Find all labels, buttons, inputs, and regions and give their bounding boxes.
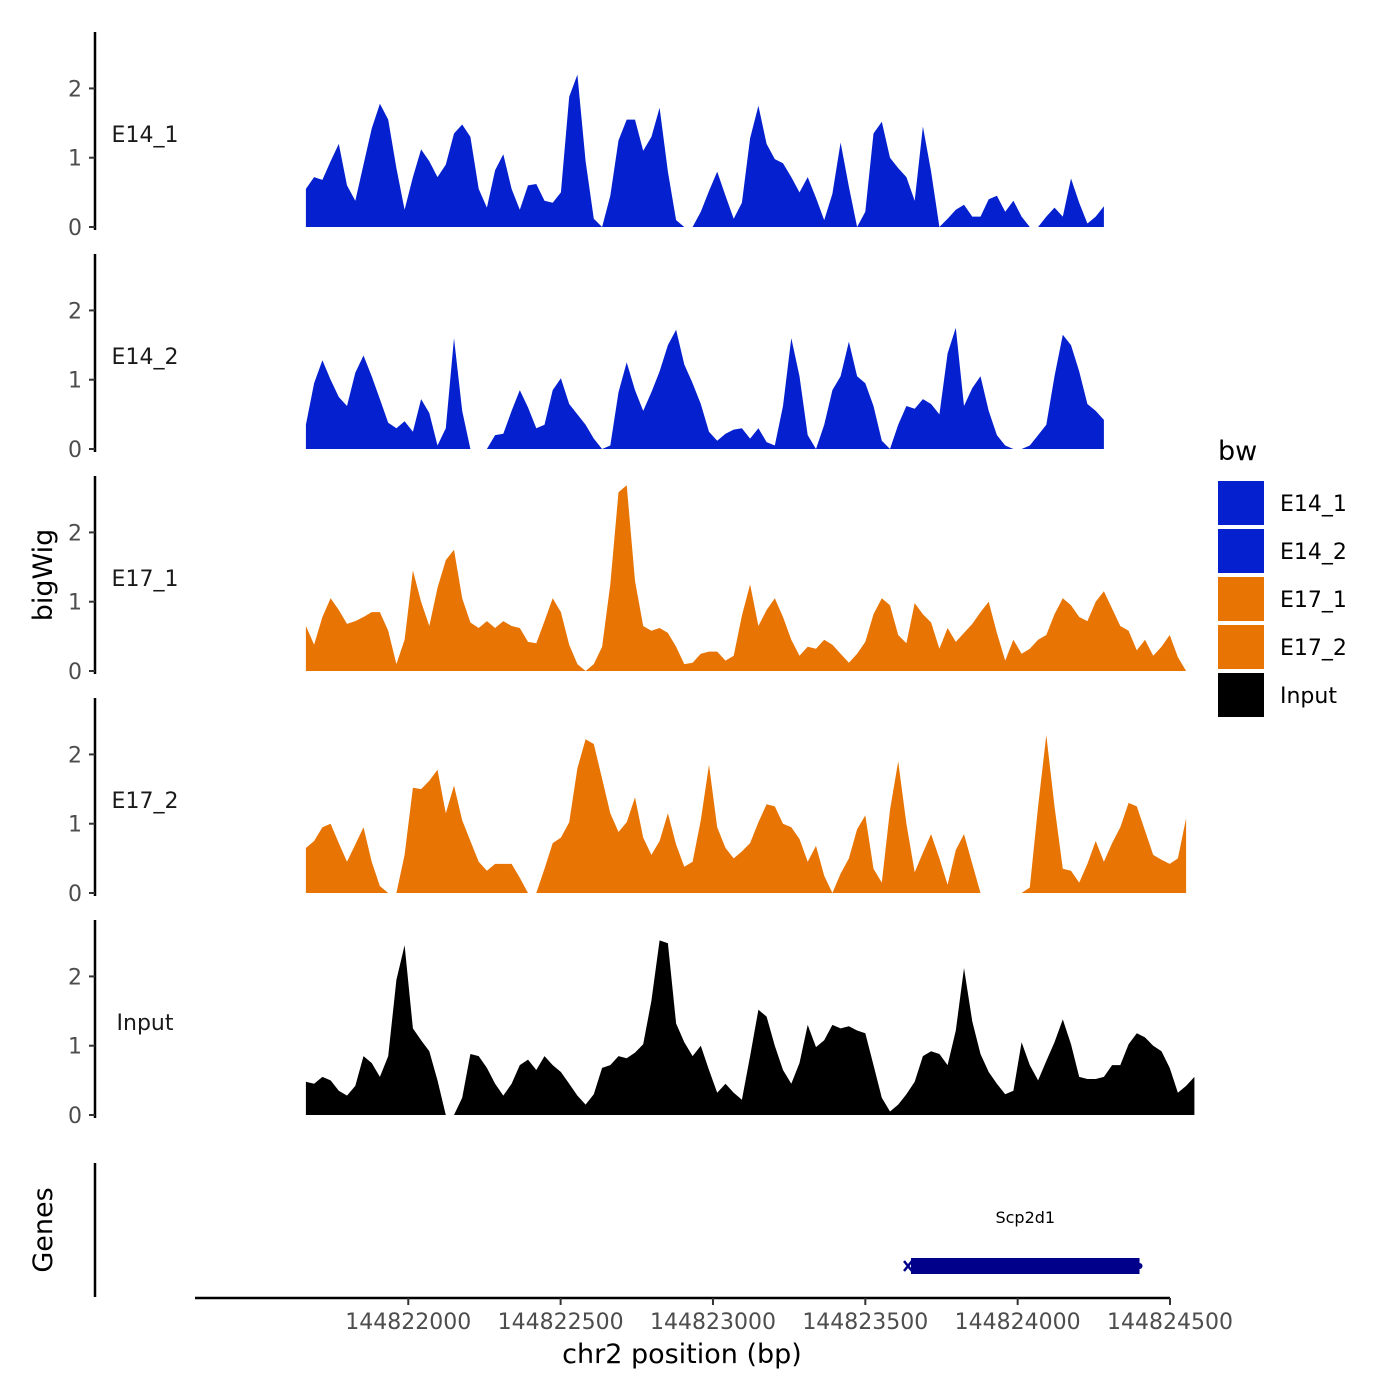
legend-label-E14_1: E14_1 (1280, 492, 1347, 517)
signal-area-E14_1 (305, 74, 1104, 227)
legend-title: bw (1218, 436, 1257, 467)
y-tick-label-Input-1: 1 (68, 1035, 82, 1060)
y-axis-title: bigWig (28, 529, 59, 622)
legend-entry-E17_1: E17_1 (1218, 577, 1347, 621)
y-tick-label-E17_1-1: 1 (68, 591, 82, 616)
legend-entries: E14_1 E14_2 E17_1 E17_2 Input (1218, 481, 1347, 717)
y-tick-label-E17_2-1: 1 (68, 813, 82, 838)
track-label-E17_2: E17_2 (112, 789, 179, 814)
track-E14_2: 0 1 2 E14_2 (68, 254, 1104, 463)
y-tick-label-E17_2-2: 2 (68, 743, 82, 768)
genes-track-panel: Genes Scp2d1 (28, 1163, 1143, 1297)
x-tick-label-144823500: 144823500 (802, 1310, 928, 1335)
y-tick-label-Input-0: 0 (68, 1104, 82, 1129)
legend-swatch-E17_1 (1218, 577, 1264, 621)
y-tick-label-E14_2-1: 1 (68, 369, 82, 394)
legend: bw E14_1 E14_2 E17_1 E17_2 Input (1218, 436, 1347, 717)
track-label-Input: Input (117, 1011, 174, 1036)
legend-swatch-E14_2 (1218, 529, 1264, 573)
legend-entry-E14_1: E14_1 (1218, 481, 1347, 525)
track-E17_2: 0 1 2 E17_2 (68, 698, 1187, 907)
track-E17_1: 0 1 2 E17_1 (68, 476, 1187, 685)
legend-swatch-E17_2 (1218, 625, 1264, 669)
gene-body-Scp2d1 (911, 1258, 1140, 1274)
y-tick-label-E17_1-2: 2 (68, 521, 82, 546)
gene-strand-marker-Scp2d1 (903, 1260, 913, 1272)
signal-area-E17_2 (305, 735, 1187, 893)
track-Input: 0 1 2 Input (68, 920, 1195, 1129)
gene-end-marker-Scp2d1 (1136, 1263, 1143, 1269)
y-tick-label-E17_1-0: 0 (68, 660, 82, 685)
signal-area-Input (305, 940, 1195, 1115)
legend-entry-E17_2: E17_2 (1218, 625, 1347, 669)
signal-area-E14_2 (305, 327, 1104, 449)
track-label-E17_1: E17_1 (112, 567, 179, 592)
gene-Scp2d1: Scp2d1 (903, 1208, 1143, 1274)
legend-label-E14_2: E14_2 (1280, 540, 1347, 565)
track-label-E14_2: E14_2 (112, 345, 179, 370)
y-tick-label-E14_1-1: 1 (68, 147, 82, 172)
x-axis-title: chr2 position (bp) (562, 1339, 802, 1370)
y-tick-label-E17_2-0: 0 (68, 882, 82, 907)
x-tick-label-144824500: 144824500 (1107, 1310, 1233, 1335)
y-tick-label-E14_2-0: 0 (68, 438, 82, 463)
y-tick-label-E14_1-2: 2 (68, 77, 82, 102)
y-tick-label-Input-2: 2 (68, 965, 82, 990)
legend-label-E17_1: E17_1 (1280, 588, 1347, 613)
genes-track-title: Genes (28, 1187, 59, 1272)
x-tick-label-144824000: 144824000 (955, 1310, 1081, 1335)
legend-label-E17_2: E17_2 (1280, 636, 1347, 661)
signal-area-E17_1 (305, 485, 1187, 671)
x-tick-label-144823000: 144823000 (650, 1310, 776, 1335)
track-E14_1: 0 1 2 E14_1 (68, 32, 1104, 241)
gene-features: Scp2d1 (903, 1208, 1143, 1274)
x-tick-label-144822000: 144822000 (345, 1310, 471, 1335)
gene-label-Scp2d1: Scp2d1 (995, 1208, 1055, 1227)
legend-swatch-E14_1 (1218, 481, 1264, 525)
signal-tracks: 0 1 2 E14_1 0 1 2 E14_2 0 1 2 E17_1 0 1 2 E17_2 0 1 2 Input (68, 32, 1195, 1129)
x-axis-ticks: 144822000 144822500 144823000 144823500 1448… (345, 1298, 1233, 1335)
legend-label-Input: Input (1280, 684, 1337, 709)
track-label-E14_1: E14_1 (112, 123, 179, 148)
y-tick-label-E14_1-0: 0 (68, 216, 82, 241)
y-tick-label-E14_2-2: 2 (68, 299, 82, 324)
legend-entry-Input: Input (1218, 673, 1337, 717)
x-tick-label-144822500: 144822500 (498, 1310, 624, 1335)
legend-entry-E14_2: E14_2 (1218, 529, 1347, 573)
legend-swatch-Input (1218, 673, 1264, 717)
x-axis: 144822000 144822500 144823000 144823500 1448… (195, 1296, 1233, 1370)
